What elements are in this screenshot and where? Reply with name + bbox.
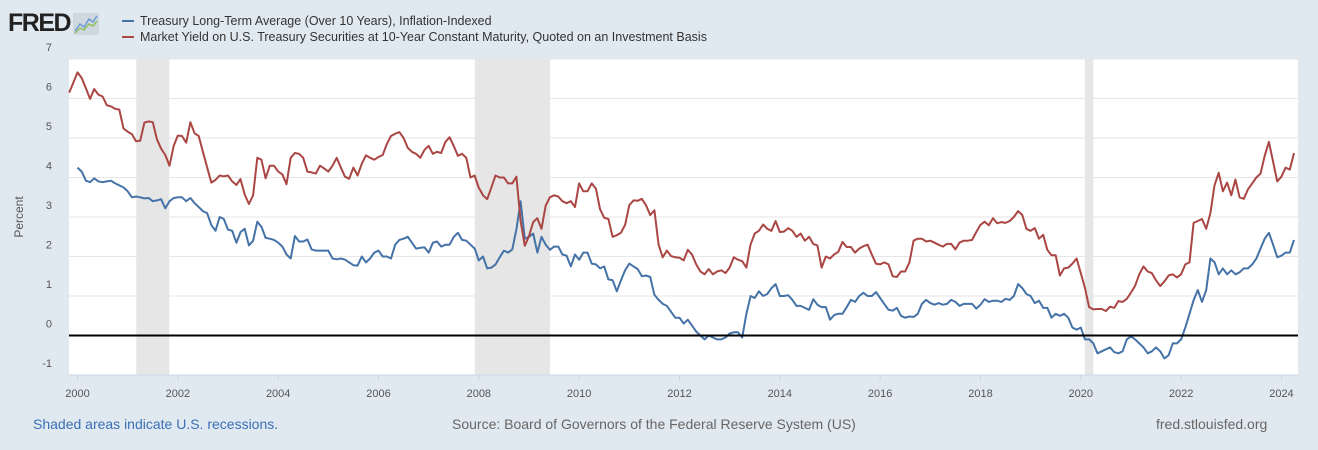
legend-swatch-red bbox=[122, 36, 134, 38]
y-tick-label: 7 bbox=[46, 42, 52, 54]
x-tick-label: 2022 bbox=[1169, 388, 1193, 400]
y-axis-label: Percent bbox=[12, 196, 26, 238]
y-tick-label: -1 bbox=[42, 358, 52, 370]
x-tick-label: 2014 bbox=[768, 388, 792, 400]
fred-logo-text: FRED bbox=[8, 9, 72, 37]
y-tick-label: 3 bbox=[46, 200, 52, 212]
y-tick-label: 1 bbox=[46, 279, 52, 291]
fred-logo[interactable]: FRED bbox=[8, 9, 100, 38]
legend-item-tips[interactable]: Treasury Long-Term Average (Over 10 Year… bbox=[122, 13, 707, 29]
gridlines bbox=[69, 58, 1298, 297]
source-text: Source: Board of Governors of the Federa… bbox=[452, 416, 856, 432]
legend-label: Treasury Long-Term Average (Over 10 Year… bbox=[140, 14, 492, 28]
y-tick-label: 0 bbox=[46, 319, 52, 331]
x-tick-label: 2018 bbox=[968, 388, 992, 400]
x-tick-label: 2004 bbox=[266, 388, 290, 400]
series-lines bbox=[68, 71, 1298, 360]
y-tick-label: 2 bbox=[46, 240, 52, 252]
legend-label: Market Yield on U.S. Treasury Securities… bbox=[140, 30, 707, 44]
x-tick-label: 2000 bbox=[65, 388, 89, 400]
series-line-tips-long-term bbox=[76, 166, 1295, 360]
x-tick-label: 2002 bbox=[166, 388, 190, 400]
legend-item-10y[interactable]: Market Yield on U.S. Treasury Securities… bbox=[122, 29, 707, 45]
axes: -1 0 1 2 3 4 5 6 7 2000 2002 2004 2006 2008 2010 2012 20… bbox=[42, 42, 1298, 400]
y-tick-label: 4 bbox=[46, 161, 52, 173]
site-link[interactable]: fred.stlouisfed.org bbox=[1156, 416, 1268, 432]
legend-swatch-blue bbox=[122, 20, 134, 22]
x-tick-label: 2024 bbox=[1269, 388, 1293, 400]
x-tick-label: 2006 bbox=[366, 388, 390, 400]
y-tick-label: 6 bbox=[46, 82, 52, 94]
series-line-10y-yield bbox=[68, 71, 1295, 312]
x-tick-label: 2008 bbox=[467, 388, 491, 400]
x-tick-label: 2016 bbox=[868, 388, 892, 400]
x-tick-label: 2012 bbox=[667, 388, 691, 400]
recession-note-link[interactable]: Shaded areas indicate U.S. recessions. bbox=[33, 416, 279, 432]
fred-chart-icon bbox=[73, 12, 100, 35]
chart-legend: Treasury Long-Term Average (Over 10 Year… bbox=[122, 13, 707, 45]
y-tick-label: 5 bbox=[46, 121, 52, 133]
x-tick-label: 2010 bbox=[567, 388, 591, 400]
x-tick-label: 2020 bbox=[1069, 388, 1093, 400]
